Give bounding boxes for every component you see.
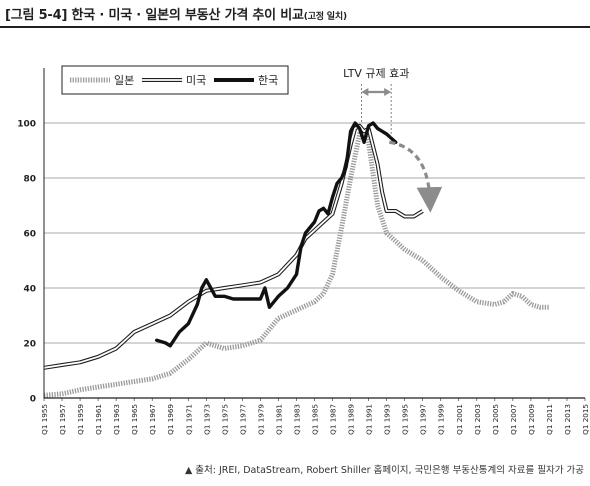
x-tick-label: Q1 2011	[545, 404, 554, 435]
figure-title: [그림 5-4] 한국 · 미국 · 일본의 부동산 가격 추이 비교(고정 일…	[5, 4, 347, 23]
y-tick-label: 100	[17, 120, 36, 130]
x-tick-label: Q1 2007	[509, 404, 518, 435]
x-tick-label: Q1 1987	[329, 404, 338, 435]
ltv-annotation: LTV 규제 효과	[343, 67, 443, 213]
y-tick-label: 40	[23, 285, 36, 295]
series-line-double-outer	[43, 123, 424, 370]
x-tick-label: Q1 1965	[130, 404, 139, 435]
series-hatched	[43, 126, 549, 398]
series-bold	[155, 121, 398, 348]
x-tick-label: Q1 2005	[491, 404, 500, 435]
source-note: ▲ 출처: JREI, DataStream, Robert Shiller 홈…	[184, 465, 584, 476]
x-tick-label: Q1 1973	[202, 404, 211, 435]
x-tick-label: Q1 1981	[274, 404, 283, 435]
legend-item: 미국	[142, 74, 206, 87]
x-tick-label: Q1 2013	[563, 404, 572, 435]
y-tick-label: 20	[23, 340, 36, 350]
x-tick-label: Q1 1971	[184, 404, 193, 435]
x-tick-label: Q1 2015	[581, 404, 590, 435]
series-line-hatched	[43, 126, 549, 398]
x-tick-label: Q1 1979	[256, 404, 265, 435]
x-tick-label: Q1 1995	[401, 404, 410, 435]
figure-title-main: [그림 5-4] 한국 · 미국 · 일본의 부동산 가격 추이 비교	[5, 8, 304, 23]
series-line-double-inner	[43, 124, 424, 369]
x-tick-label: Q1 1955	[40, 404, 49, 435]
legend-label: 한국	[258, 74, 278, 87]
x-tick-label: Q1 1989	[347, 404, 356, 435]
legend-item: 한국	[214, 74, 278, 87]
x-tick-label: Q1 1961	[94, 404, 103, 435]
y-tick-label: 0	[30, 395, 36, 405]
x-tick-label: Q1 1963	[112, 404, 121, 435]
x-tick-label: Q1 1969	[166, 404, 175, 435]
x-tick-label: Q1 1985	[311, 404, 320, 435]
x-tick-label: Q1 1999	[437, 404, 446, 435]
x-tick-label: Q1 1997	[419, 404, 428, 435]
y-tick-label: 60	[23, 230, 36, 240]
x-tick-label: Q1 1993	[383, 404, 392, 435]
y-tick-label: 80	[23, 175, 36, 185]
x-tick-label: Q1 1967	[148, 404, 157, 435]
legend-item: 일본	[70, 73, 134, 87]
legend-label: 미국	[186, 74, 206, 87]
x-tick-label: Q1 1957	[58, 404, 67, 435]
x-tick-label: Q1 2001	[455, 404, 464, 435]
ltv-arrowhead-left	[361, 88, 369, 96]
x-tick-label: Q1 1975	[220, 404, 229, 435]
x-tick-label: Q1 2003	[473, 404, 482, 435]
x-tick-label: Q1 1959	[76, 404, 85, 435]
ltv-arrowhead-right	[384, 88, 392, 96]
x-tick-label: Q1 1977	[238, 404, 247, 435]
series-double	[43, 123, 424, 370]
ltv-effect-arrow	[389, 140, 443, 213]
x-tick-label: Q1 2009	[527, 404, 536, 435]
figure-title-sub: (고정 일치)	[303, 12, 347, 22]
title-rule	[0, 26, 590, 28]
legend-label: 일본	[114, 73, 134, 87]
ltv-label: LTV 규제 효과	[343, 67, 409, 80]
series-layer	[43, 121, 549, 398]
x-tick-label: Q1 1991	[365, 404, 374, 435]
x-tick-label: Q1 1983	[292, 404, 301, 435]
series-line-bold	[155, 121, 398, 348]
grid-lines	[44, 122, 585, 344]
axes: 0 20 40 60 80 100 Q1 1955 Q1 1957 Q1 1959 Q1 1961…	[17, 68, 590, 435]
legend: 일본 미국 한국	[61, 65, 289, 95]
